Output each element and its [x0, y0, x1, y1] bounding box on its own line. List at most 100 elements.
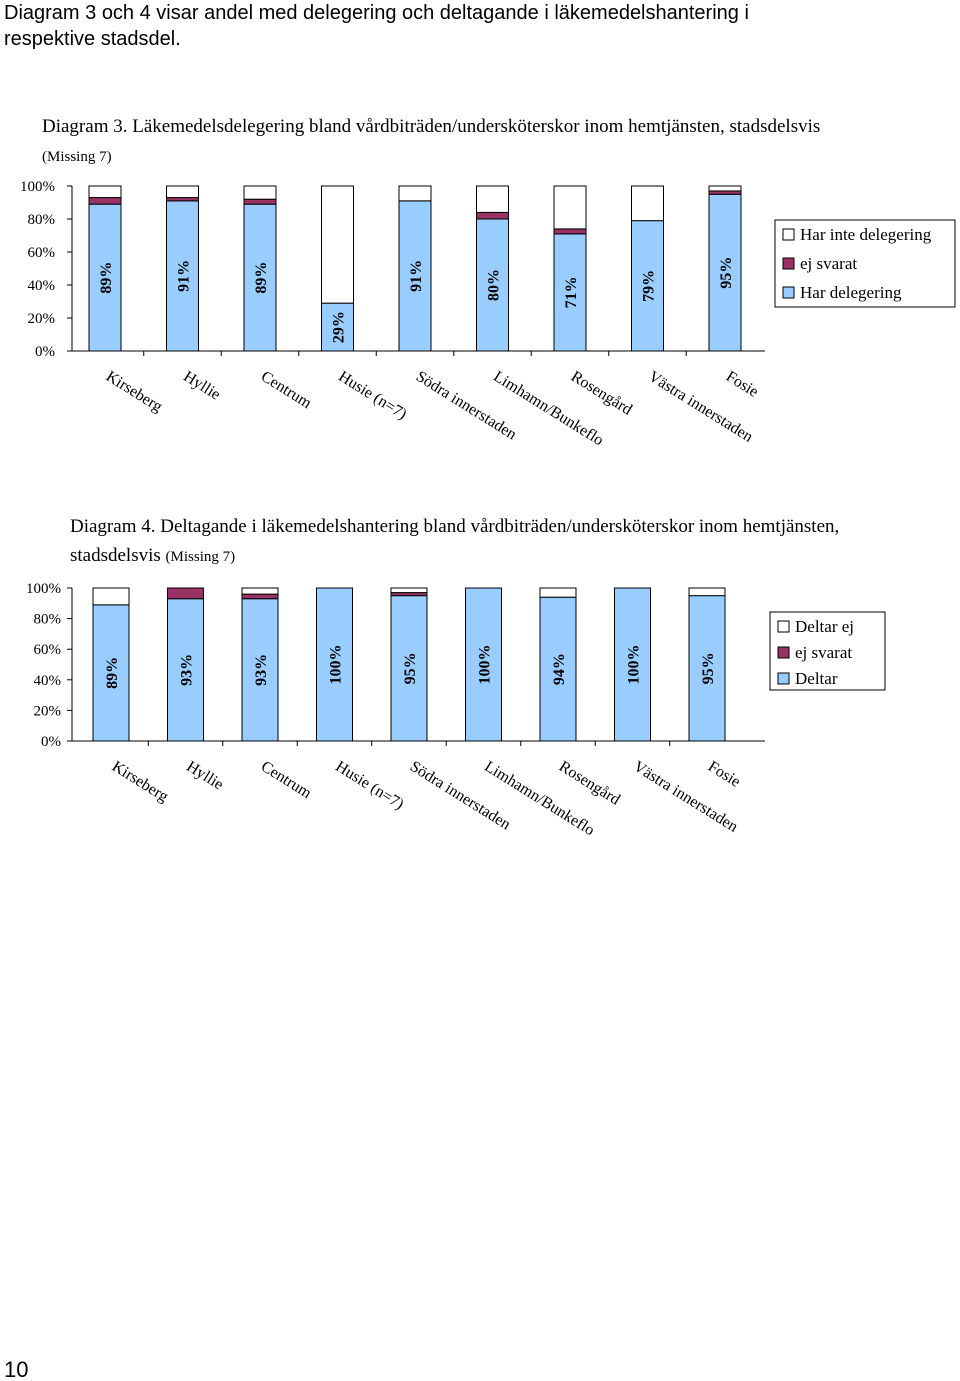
value-label: 95%	[700, 652, 717, 684]
intro: Diagram 3 och 4 visar andel med delegeri…	[4, 2, 749, 50]
value-label: 89%	[253, 262, 270, 294]
value-label: 29%	[331, 311, 348, 343]
value-label: 95%	[402, 652, 419, 684]
legend-swatch	[782, 257, 795, 270]
x-tick-label: Kirseberg	[109, 758, 171, 806]
value-label: 89%	[98, 262, 115, 294]
bar-segment	[321, 302, 354, 352]
legend-label: Deltar	[795, 669, 838, 688]
bar-segment	[553, 185, 587, 230]
value-label: 93%	[253, 654, 270, 686]
bar-segment	[688, 595, 726, 742]
legend-swatch	[777, 646, 790, 659]
bar-segment	[476, 211, 509, 220]
bar-segment	[241, 598, 279, 742]
bar-segment	[88, 203, 122, 352]
bar-segment	[166, 185, 199, 199]
bar-segment	[539, 587, 577, 598]
legend-swatch	[782, 286, 795, 299]
page-number: 10	[4, 1357, 29, 1381]
bar-segment	[631, 220, 664, 352]
bar-segment	[92, 587, 130, 606]
y-tick-label: 60%	[28, 245, 56, 261]
legend-label: ej svarat	[795, 643, 852, 662]
bar-segment	[88, 197, 122, 205]
value-label: 79%	[641, 270, 658, 302]
y-tick-label: 40%	[28, 278, 56, 294]
y-tick-label: 0%	[41, 734, 61, 750]
value-label: 91%	[176, 260, 193, 292]
bar-segment	[708, 185, 742, 192]
bar-segment	[166, 200, 199, 352]
value-label: 89%	[104, 657, 121, 689]
legend-swatch	[777, 672, 790, 685]
x-tick-label: Rosengård	[568, 368, 635, 419]
y-tick-label: 0%	[35, 344, 55, 360]
chart-note: (Missing 7)	[165, 549, 236, 565]
bar-segment	[553, 228, 587, 235]
bar-segment	[316, 587, 353, 742]
bar-segment	[243, 198, 277, 205]
x-tick-label: Husie (n=7)	[332, 758, 406, 813]
bar-segment	[708, 193, 742, 352]
legend-label: ej svarat	[800, 254, 857, 273]
y-tick-label: 60%	[34, 642, 62, 658]
bar-segment	[390, 595, 428, 742]
legend-box	[774, 219, 956, 308]
value-label: 93%	[179, 654, 196, 686]
bar-segment	[614, 587, 651, 742]
chart-title: Diagram 4. Deltagande i läkemedelshanter…	[70, 516, 840, 566]
value-label: 80%	[486, 269, 503, 301]
value-label: 100%	[626, 645, 643, 685]
value-label: 95%	[718, 257, 735, 289]
bar-segment	[553, 233, 587, 352]
y-tick-label: 20%	[34, 703, 62, 719]
value-label: 100%	[477, 645, 494, 685]
y-tick-label: 20%	[28, 311, 56, 327]
value-label: 100%	[328, 645, 345, 685]
chart-title: Diagram 3. Läkemedelsdelegering bland vå…	[42, 116, 821, 137]
bar-segment	[241, 587, 279, 595]
x-tick-label: Rosengård	[556, 758, 623, 809]
x-tick-label: Fosie	[705, 758, 743, 791]
bar-segment	[398, 185, 432, 202]
x-tick-label: Kirseberg	[103, 368, 165, 416]
y-tick-label: 80%	[28, 212, 56, 228]
bar-segment	[476, 218, 509, 352]
x-tick-label: Hyllie	[183, 758, 226, 794]
bar-segment	[476, 185, 509, 213]
legend-label: Deltar ej	[795, 617, 854, 636]
bar-segment	[243, 185, 277, 200]
legend-swatch	[782, 228, 795, 241]
legend-swatch	[777, 620, 790, 633]
y-tick-label: 80%	[34, 612, 62, 628]
chart-heading: Diagram 3. Läkemedelsdelegering bland vå…	[42, 112, 842, 172]
chart-heading: Diagram 4. Deltagande i läkemedelshanter…	[70, 512, 850, 572]
value-label: 91%	[408, 260, 425, 292]
value-label: 94%	[551, 653, 568, 685]
x-tick-label: Husie (n=7)	[335, 368, 409, 423]
bar-segment	[167, 587, 204, 600]
legend-label: Har inte delegering	[800, 225, 932, 244]
bar-segment	[241, 593, 279, 600]
bar-segment	[243, 203, 277, 352]
chart-note: (Missing 7)	[42, 149, 112, 165]
bar-segment	[321, 185, 354, 304]
y-tick-label: 40%	[34, 673, 62, 689]
bar-segment	[631, 185, 664, 222]
x-tick-label: Centrum	[258, 368, 315, 412]
y-tick-label: 100%	[26, 581, 61, 597]
bar-segment	[465, 587, 502, 742]
bar-segment	[390, 587, 428, 594]
y-tick-label: 100%	[20, 179, 55, 195]
bar-segment	[688, 587, 726, 597]
x-tick-label: Centrum	[258, 758, 315, 802]
x-tick-label: Fosie	[723, 368, 761, 401]
value-label: 71%	[563, 276, 580, 308]
legend-label: Har delegering	[800, 283, 902, 302]
bar-segment	[167, 598, 204, 742]
bar-segment	[88, 185, 122, 199]
x-tick-label: Hyllie	[180, 368, 223, 404]
